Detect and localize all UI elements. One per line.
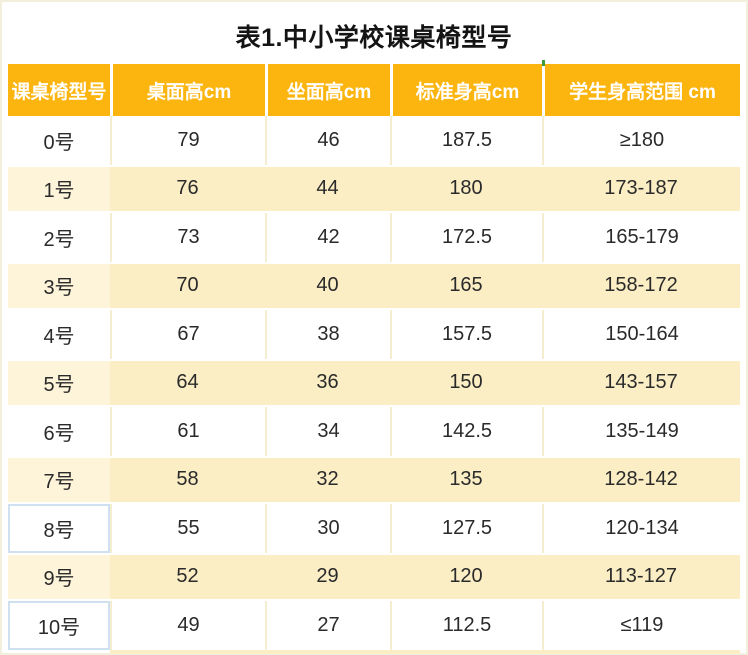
value-cell: 128-142 [542, 455, 740, 504]
value-cell: 30 [265, 504, 390, 553]
value-cell: 36 [265, 358, 390, 407]
table-row: 3号 70 40 165 158-172 [8, 261, 740, 310]
value-cell: ≥180 [542, 116, 740, 165]
model-cell: 10号 [8, 601, 110, 650]
value-cell: 173-187 [542, 164, 740, 213]
value-cell: 165-179 [542, 213, 740, 262]
model-cell: 0号 [8, 116, 110, 165]
table-title: 表1.中小学校课桌椅型号 [235, 24, 513, 52]
model-cell: 3号 [8, 261, 110, 310]
value-cell: 112.5 [390, 601, 542, 650]
value-cell: 67 [110, 310, 265, 359]
value-cell: 44 [265, 164, 390, 213]
value-cell: 70 [110, 261, 265, 310]
value-cell: 158-172 [542, 261, 740, 310]
value-cell: 150 [390, 358, 542, 407]
value-cell: 113-127 [542, 552, 740, 601]
value-cell: 187.5 [390, 116, 542, 165]
value-cell: 58 [110, 455, 265, 504]
cutoff-next-row-sliver [110, 649, 740, 654]
column-header: 桌面高cm [110, 64, 265, 116]
model-cell: 2号 [8, 213, 110, 262]
value-cell: 165 [390, 261, 542, 310]
value-cell: 49 [110, 601, 265, 650]
table-row: 0号 79 46 187.5 ≥180 [8, 116, 740, 165]
value-cell: 55 [110, 504, 265, 553]
value-cell: 46 [265, 116, 390, 165]
value-cell: 27 [265, 601, 390, 650]
value-cell: 135-149 [542, 407, 740, 456]
column-header: 坐面高cm [265, 64, 390, 116]
value-cell: 157.5 [390, 310, 542, 359]
value-cell: 135 [390, 455, 542, 504]
column-header: 课桌椅型号 [8, 64, 110, 116]
table-row: 2号 73 42 172.5 165-179 [8, 213, 740, 262]
table-row: 6号 61 34 142.5 135-149 [8, 407, 740, 456]
value-cell: 32 [265, 455, 390, 504]
model-cell: 5号 [8, 358, 110, 407]
column-header: 标准身高cm [390, 64, 542, 116]
value-cell: 29 [265, 552, 390, 601]
value-cell: 61 [110, 407, 265, 456]
value-cell: 143-157 [542, 358, 740, 407]
value-cell: 120 [390, 552, 542, 601]
value-cell: 142.5 [390, 407, 542, 456]
value-cell: 52 [110, 552, 265, 601]
value-cell: 79 [110, 116, 265, 165]
value-cell: 40 [265, 261, 390, 310]
model-cell: 4号 [8, 310, 110, 359]
table-row: 1号 76 44 180 173-187 [8, 164, 740, 213]
value-cell: ≤119 [542, 601, 740, 650]
value-cell: 64 [110, 358, 265, 407]
table-body: 0号 79 46 187.5 ≥180 1号 76 44 180 173-187 2号 73 42 172… [8, 116, 740, 650]
value-cell: 42 [265, 213, 390, 262]
table-row: 5号 64 36 150 143-157 [8, 358, 740, 407]
value-cell: 38 [265, 310, 390, 359]
value-cell: 172.5 [390, 213, 542, 262]
column-header: 学生身高范围 cm [542, 64, 740, 116]
green-pixel-artifact [542, 60, 545, 66]
model-cell: 1号 [8, 164, 110, 213]
value-cell: 180 [390, 164, 542, 213]
model-cell: 6号 [8, 407, 110, 456]
value-cell: 150-164 [542, 310, 740, 359]
table-row: 7号 58 32 135 128-142 [8, 455, 740, 504]
model-cell: 7号 [8, 455, 110, 504]
model-cell: 9号 [8, 552, 110, 601]
model-cell: 8号 [8, 504, 110, 553]
value-cell: 127.5 [390, 504, 542, 553]
table-header-row: 课桌椅型号 桌面高cm 坐面高cm 标准身高cm 学生身高范围 cm [8, 64, 740, 116]
value-cell: 34 [265, 407, 390, 456]
value-cell: 120-134 [542, 504, 740, 553]
value-cell: 73 [110, 213, 265, 262]
table-row: 8号 55 30 127.5 120-134 [8, 504, 740, 553]
value-cell: 76 [110, 164, 265, 213]
table-row: 4号 67 38 157.5 150-164 [8, 310, 740, 359]
table-row: 9号 52 29 120 113-127 [8, 552, 740, 601]
table-row: 10号 49 27 112.5 ≤119 [8, 601, 740, 650]
